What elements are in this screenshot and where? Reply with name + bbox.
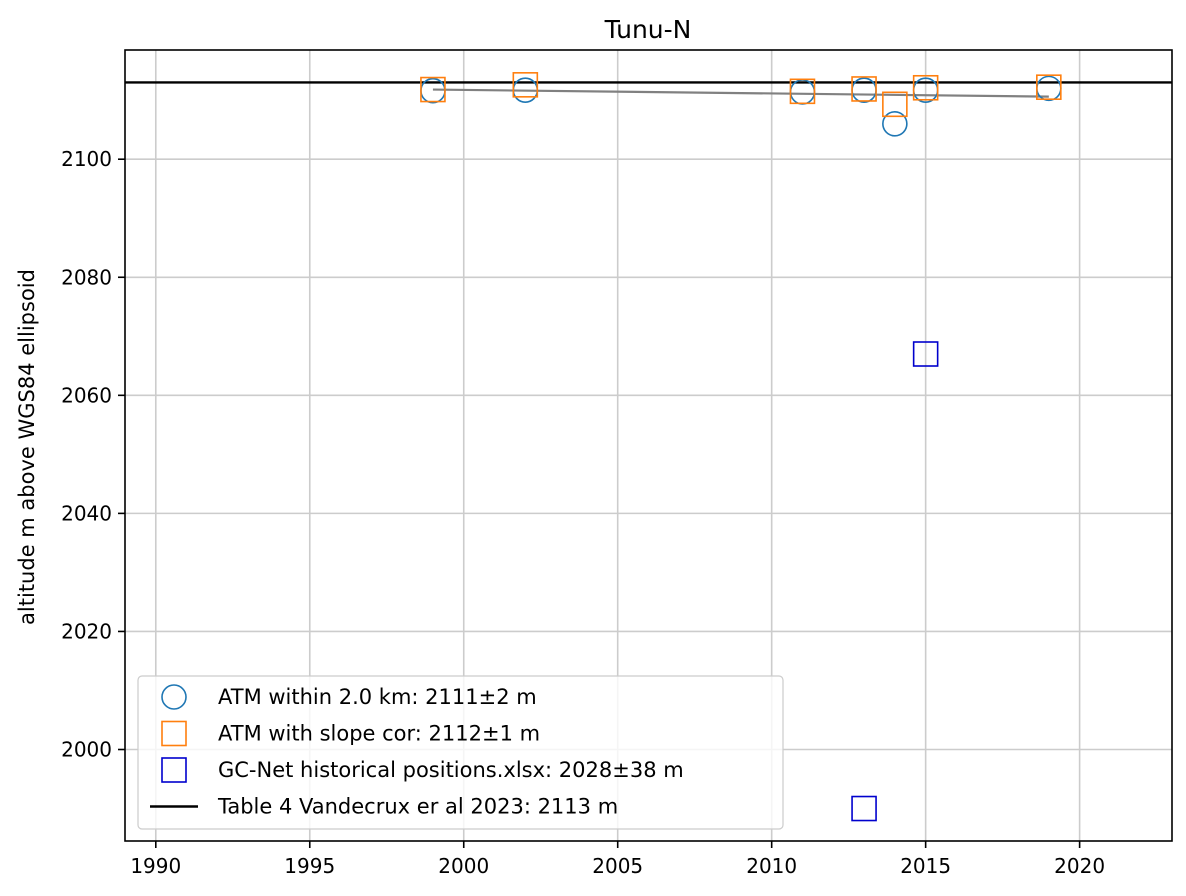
x-tick-label: 2000	[438, 854, 489, 878]
legend-label: ATM with slope cor: 2112±1 m	[218, 722, 540, 746]
series-1	[420, 75, 1062, 137]
legend-item: ATM within 2.0 km: 2111±2 m	[161, 684, 537, 710]
x-tick-label: 1990	[130, 854, 181, 878]
data-point	[1036, 75, 1062, 102]
y-tick-label: 2060	[61, 383, 112, 407]
chart-title: Tunu-N	[604, 15, 692, 44]
trend-line	[432, 88, 1049, 98]
data-point	[851, 795, 877, 822]
x-tick-label: 1995	[284, 854, 335, 878]
y-tick-label: 2080	[61, 265, 112, 289]
y-tick-label: 2040	[61, 501, 112, 525]
data-point	[851, 76, 877, 102]
data-point	[512, 72, 539, 98]
data-point	[1036, 74, 1062, 100]
legend-marker-swatch	[161, 757, 187, 783]
x-tick-label: 2020	[1054, 854, 1105, 878]
legend-marker-swatch	[161, 684, 187, 710]
legend-item: Table 4 Vandecrux er al 2023: 2113 m	[150, 795, 618, 819]
x-tick-label: 2010	[746, 854, 797, 878]
plot-frame	[124, 49, 1173, 842]
axis-ticks: 1990 1995 2000 2005 2010 2015 2020 2000 2020 2040…	[61, 147, 1105, 878]
grid	[125, 50, 1172, 841]
legend-label: GC-Net historical positions.xlsx: 2028±3…	[218, 758, 684, 782]
series-2	[420, 72, 1062, 118]
x-tick-label: 2015	[900, 854, 951, 878]
data-point	[789, 78, 816, 105]
y-axis-label: altitude m above WGS84 ellipsoid	[15, 269, 39, 625]
data-point	[912, 341, 939, 367]
series-3	[851, 341, 939, 822]
x-tick-label: 2005	[592, 854, 643, 878]
y-tick-label: 2000	[61, 738, 112, 762]
data-point	[912, 74, 939, 101]
legend: ATM within 2.0 km: 2111±2 m ATM with slop…	[137, 675, 784, 830]
data-point	[882, 110, 908, 137]
legend-label: Table 4 Vandecrux er al 2023: 2113 m	[217, 795, 618, 819]
data-point	[420, 76, 446, 103]
legend-marker-swatch	[161, 720, 187, 747]
legend-item: GC-Net historical positions.xlsx: 2028±3…	[161, 757, 684, 783]
y-tick-label: 2020	[61, 619, 112, 643]
legend-label: ATM within 2.0 km: 2111±2 m	[218, 685, 537, 709]
legend-item: ATM with slope cor: 2112±1 m	[161, 720, 540, 747]
plot-area	[125, 72, 1172, 822]
data-point	[882, 91, 908, 118]
y-tick-label: 2100	[61, 147, 112, 171]
legend-box	[137, 675, 784, 830]
